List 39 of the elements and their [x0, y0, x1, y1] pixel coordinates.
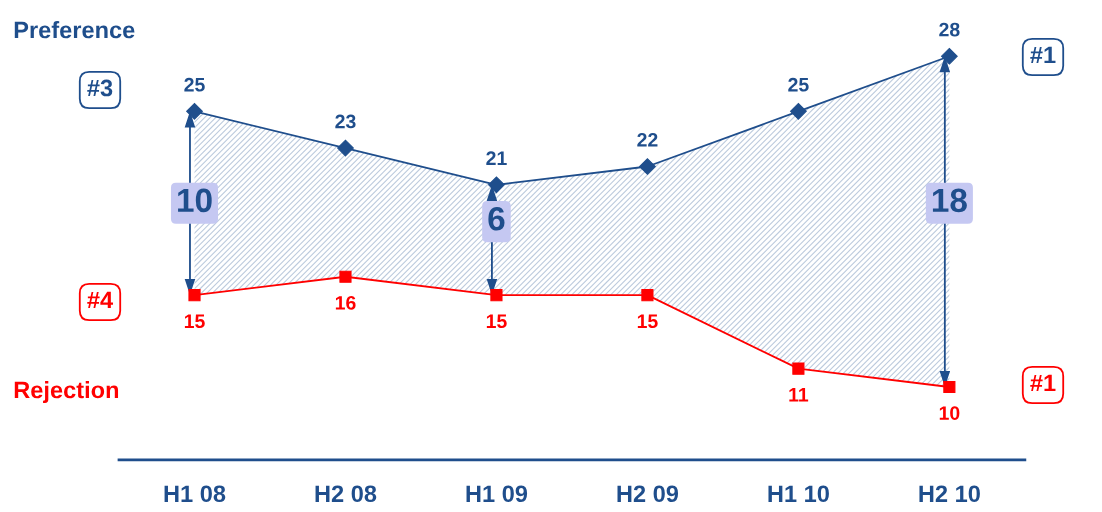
point: [941, 47, 958, 65]
text: Preference: [14, 21, 135, 39]
data-label: 25: [184, 77, 205, 92]
point: [790, 102, 807, 120]
point: [188, 289, 201, 302]
data-label: 10: [939, 406, 960, 420]
point: [186, 102, 203, 120]
data-label: 15: [184, 314, 205, 329]
point: [337, 139, 354, 157]
annotation: 18: [932, 188, 967, 213]
data-label: 11: [789, 388, 809, 402]
point: [792, 362, 805, 375]
point: [488, 176, 505, 194]
data-label: 23: [335, 114, 356, 129]
x-tick-label: H2 10: [919, 485, 980, 503]
data-label: 28: [939, 22, 960, 37]
text: #1: [1030, 46, 1056, 64]
point: [339, 270, 352, 283]
annotation: 10: [178, 188, 212, 213]
data-label: 16: [335, 295, 356, 310]
x-tick-label: H1 08: [164, 485, 226, 503]
point: [490, 289, 503, 302]
data-label: 15: [637, 314, 658, 329]
point: [641, 289, 654, 302]
text: #1: [1030, 374, 1056, 392]
data-label: 21: [486, 151, 507, 165]
x-tick-label: H1 10: [768, 485, 829, 503]
text: Rejection: [14, 380, 119, 404]
data-label: 25: [788, 77, 809, 92]
point: [943, 380, 956, 394]
annotation: 6: [488, 206, 505, 231]
x-tick-label: H2 08: [315, 485, 377, 503]
text: #3: [87, 79, 113, 97]
point: [639, 158, 656, 175]
text: #4: [87, 291, 114, 309]
data-label: 15: [486, 314, 507, 329]
data-label: 22: [637, 132, 658, 147]
x-tick-label: H1 09: [466, 485, 528, 503]
x-tick-label: H2 09: [617, 485, 679, 503]
